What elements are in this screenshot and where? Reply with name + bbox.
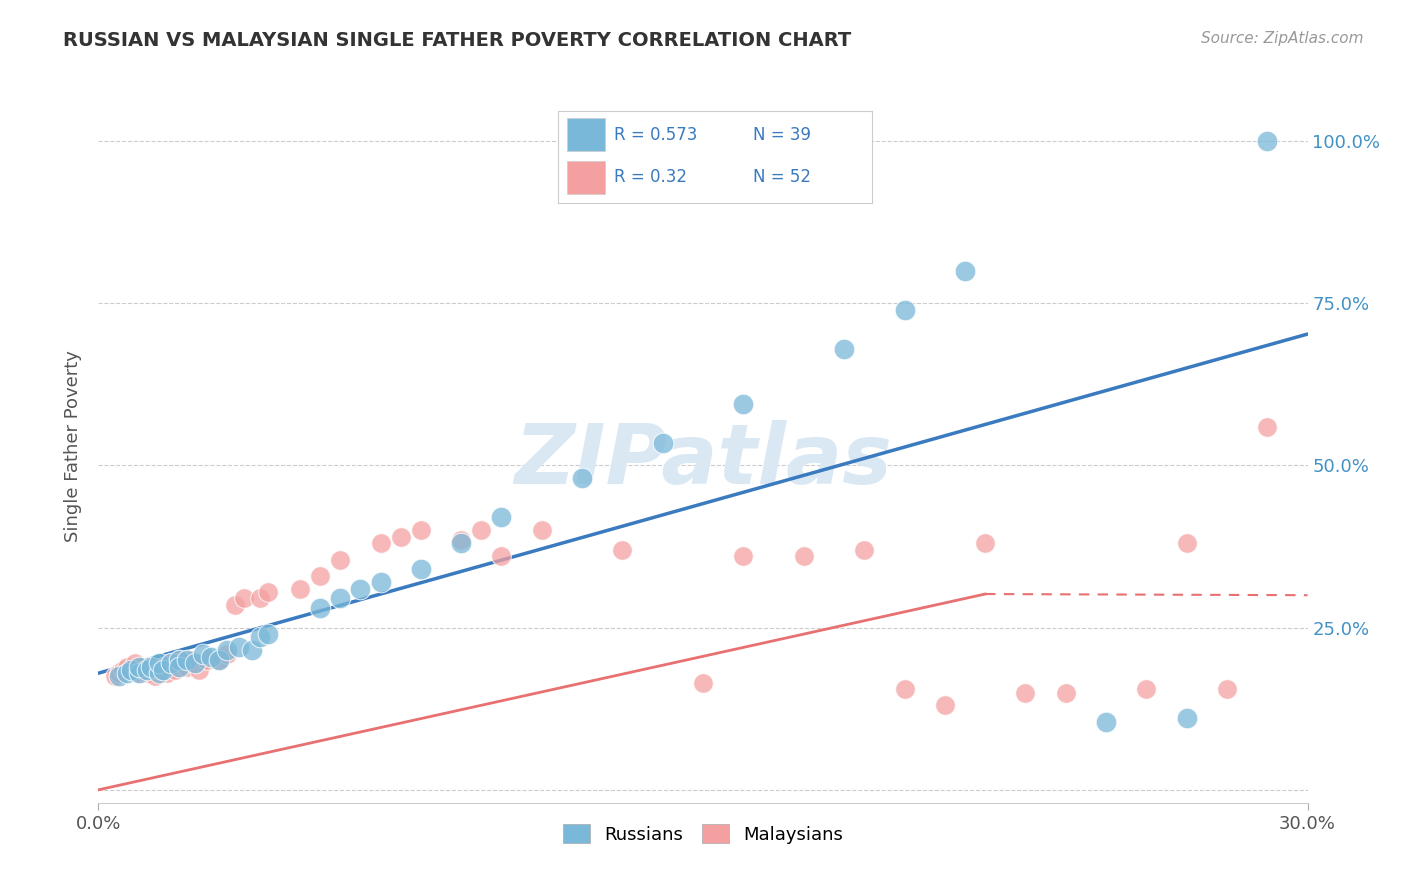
Point xyxy=(120,663,142,677)
Point xyxy=(160,657,183,671)
Point xyxy=(217,647,239,661)
Point xyxy=(1014,685,1036,699)
Point xyxy=(188,663,211,677)
Point xyxy=(163,663,186,677)
Point xyxy=(530,524,553,538)
Point xyxy=(139,659,162,673)
Point xyxy=(195,653,218,667)
Point xyxy=(167,659,190,673)
Point xyxy=(103,669,125,683)
Point xyxy=(135,663,157,677)
Point xyxy=(832,342,855,356)
Point xyxy=(240,643,263,657)
Point xyxy=(115,659,138,673)
Point xyxy=(107,669,129,683)
Point xyxy=(1135,682,1157,697)
Point xyxy=(107,666,129,681)
Point xyxy=(156,666,179,681)
Point xyxy=(184,657,207,671)
Point xyxy=(148,663,170,677)
Point xyxy=(409,562,432,576)
Point xyxy=(132,663,155,677)
Point xyxy=(491,549,513,564)
Point xyxy=(491,510,513,524)
Legend: Russians, Malaysians: Russians, Malaysians xyxy=(555,817,851,851)
Point xyxy=(152,663,174,677)
Point xyxy=(128,666,150,681)
Point xyxy=(934,698,956,713)
Point xyxy=(309,568,332,582)
Point xyxy=(651,435,673,450)
Point xyxy=(228,640,250,654)
Point xyxy=(139,659,162,673)
Point xyxy=(1175,536,1198,550)
Point xyxy=(1256,419,1278,434)
Point xyxy=(853,542,876,557)
Point xyxy=(893,682,915,697)
Point xyxy=(256,627,278,641)
Point xyxy=(167,653,190,667)
Point xyxy=(256,585,278,599)
Point xyxy=(1095,714,1118,729)
Point xyxy=(115,666,138,681)
Point xyxy=(249,591,271,606)
Point xyxy=(571,471,593,485)
Point xyxy=(176,653,198,667)
Point xyxy=(172,657,194,671)
Point xyxy=(1216,682,1239,697)
Point xyxy=(1175,711,1198,725)
Point xyxy=(143,669,166,683)
Point xyxy=(160,657,183,671)
Text: RUSSIAN VS MALAYSIAN SINGLE FATHER POVERTY CORRELATION CHART: RUSSIAN VS MALAYSIAN SINGLE FATHER POVER… xyxy=(63,31,852,50)
Point xyxy=(148,657,170,671)
Point xyxy=(167,653,190,667)
Point xyxy=(370,575,392,590)
Point xyxy=(612,542,634,557)
Point xyxy=(1054,685,1077,699)
Point xyxy=(389,530,412,544)
Point xyxy=(224,598,246,612)
Point xyxy=(370,536,392,550)
Point xyxy=(733,549,755,564)
Point xyxy=(120,663,142,677)
Y-axis label: Single Father Poverty: Single Father Poverty xyxy=(65,350,83,542)
Point xyxy=(329,552,352,566)
Point xyxy=(349,582,371,596)
Point xyxy=(135,666,157,681)
Point xyxy=(450,533,472,547)
Point xyxy=(111,663,134,677)
Point xyxy=(1256,134,1278,148)
Point xyxy=(176,659,198,673)
Point xyxy=(470,524,492,538)
Point xyxy=(128,659,150,673)
Point xyxy=(249,631,271,645)
Point xyxy=(124,657,146,671)
Point xyxy=(793,549,815,564)
Point xyxy=(217,643,239,657)
Point xyxy=(450,536,472,550)
Point xyxy=(180,653,202,667)
Point xyxy=(974,536,997,550)
Point xyxy=(152,659,174,673)
Point xyxy=(128,666,150,681)
Point xyxy=(208,653,231,667)
Text: ZIPatlas: ZIPatlas xyxy=(515,420,891,500)
Text: Source: ZipAtlas.com: Source: ZipAtlas.com xyxy=(1201,31,1364,46)
Point xyxy=(208,653,231,667)
Point xyxy=(232,591,254,606)
Point xyxy=(893,302,915,317)
Point xyxy=(148,666,170,681)
Point xyxy=(953,264,976,278)
Point xyxy=(409,524,432,538)
Point xyxy=(309,601,332,615)
Point xyxy=(329,591,352,606)
Point xyxy=(200,649,222,664)
Point xyxy=(193,647,215,661)
Point xyxy=(288,582,311,596)
Point xyxy=(733,397,755,411)
Point xyxy=(692,675,714,690)
